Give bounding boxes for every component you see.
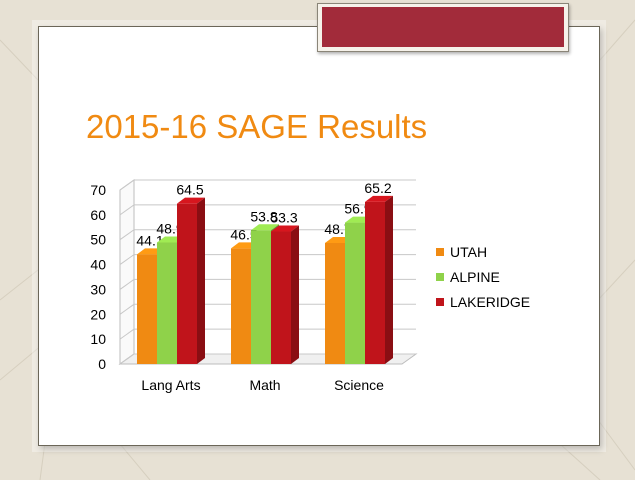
legend-label: ALPINE bbox=[450, 269, 500, 285]
bar bbox=[157, 242, 177, 364]
gridline bbox=[119, 278, 416, 290]
y-tick-label: 20 bbox=[90, 306, 106, 322]
bar bbox=[325, 242, 345, 364]
slide-title: 2015-16 SAGE Results bbox=[86, 108, 428, 145]
bar bbox=[365, 201, 385, 364]
data-label: 53.3 bbox=[270, 210, 297, 226]
gridline bbox=[119, 254, 416, 265]
bar bbox=[231, 248, 251, 364]
y-tick-label: 50 bbox=[90, 232, 106, 248]
gridline bbox=[119, 353, 416, 365]
side-wall bbox=[119, 179, 135, 365]
y-tick-label: 0 bbox=[98, 356, 106, 372]
legend-swatch bbox=[436, 248, 444, 256]
data-label: 46.5 bbox=[230, 226, 257, 242]
x-tick-label: Science bbox=[334, 377, 384, 393]
gridline bbox=[119, 179, 416, 191]
data-label: 64.5 bbox=[176, 182, 203, 198]
y-tick-label: 10 bbox=[90, 331, 106, 347]
bar-side bbox=[197, 197, 205, 364]
bar bbox=[177, 203, 197, 364]
y-tick-label: 40 bbox=[90, 257, 106, 273]
x-tick-label: Math bbox=[249, 377, 280, 393]
bar bbox=[251, 230, 271, 364]
bar-side bbox=[291, 225, 299, 364]
bar-top bbox=[251, 224, 279, 231]
gridline bbox=[119, 303, 416, 315]
legend-swatch bbox=[436, 298, 444, 306]
gridline bbox=[119, 328, 416, 340]
legend-label: UTAH bbox=[450, 244, 487, 260]
legend-label: LAKERIDGE bbox=[450, 294, 530, 310]
bar-top bbox=[271, 225, 299, 232]
bar bbox=[137, 254, 157, 364]
bar-top bbox=[365, 195, 393, 202]
data-label: 44.1 bbox=[136, 232, 163, 248]
bar bbox=[271, 231, 291, 364]
y-tick-label: 30 bbox=[90, 281, 106, 297]
data-label: 65.2 bbox=[364, 180, 391, 196]
bar bbox=[345, 222, 365, 364]
x-tick-label: Lang Arts bbox=[141, 377, 200, 393]
bar-top bbox=[177, 197, 205, 204]
data-label: 53.8 bbox=[250, 208, 277, 224]
gridline bbox=[119, 229, 416, 241]
gridline bbox=[119, 204, 416, 216]
y-tick-label: 60 bbox=[90, 207, 106, 223]
banner-frame bbox=[317, 3, 569, 52]
legend-swatch bbox=[436, 273, 444, 281]
data-label: 48.7 bbox=[324, 221, 351, 237]
title-banner bbox=[322, 7, 564, 47]
y-tick-label: 70 bbox=[90, 182, 106, 198]
bar-side bbox=[385, 195, 393, 364]
data-label: 48.9 bbox=[156, 220, 183, 236]
data-label: 56.9 bbox=[344, 201, 371, 217]
